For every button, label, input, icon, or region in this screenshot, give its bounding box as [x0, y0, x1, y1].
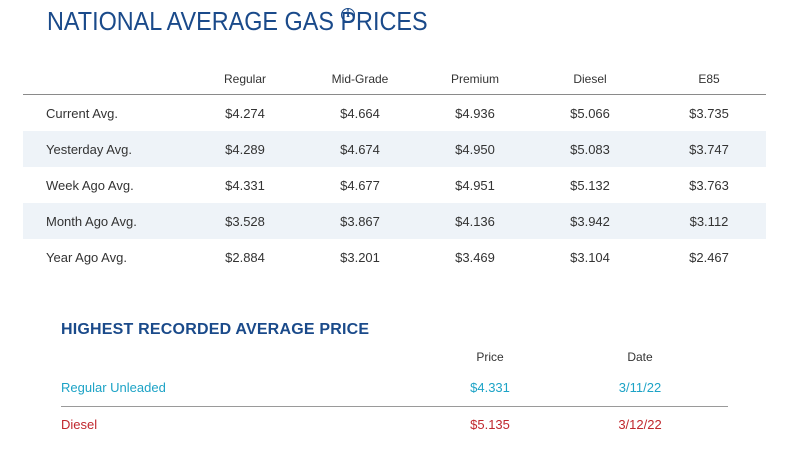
- column-header-diesel: Diesel: [573, 72, 607, 86]
- price-cell: $4.951: [455, 178, 495, 193]
- row-label: Current Avg.: [46, 106, 119, 121]
- price-cell: $3.104: [570, 250, 610, 265]
- record-section-title: HIGHEST RECORDED AVERAGE PRICE: [61, 321, 370, 338]
- price-cell: $3.528: [225, 214, 265, 229]
- row-label: Week Ago Avg.: [46, 178, 134, 193]
- record-label: Regular Unleaded: [61, 380, 166, 395]
- price-cell: $3.942: [570, 214, 610, 229]
- price-cell: $4.950: [455, 142, 495, 157]
- info-icon[interactable]: i: [341, 8, 355, 22]
- price-cell: $4.936: [455, 106, 495, 121]
- price-cell: $4.331: [225, 178, 265, 193]
- price-cell: $4.664: [340, 106, 380, 121]
- page-title: NATIONAL AVERAGE GAS PRICES: [47, 6, 428, 36]
- record-prices-table: Price Date Regular Unleaded $4.331 3/11/…: [61, 347, 728, 443]
- record-label: Diesel: [61, 417, 98, 432]
- price-cell: $4.274: [225, 106, 265, 121]
- price-cell: $3.867: [340, 214, 380, 229]
- price-cell: $4.289: [225, 142, 265, 157]
- record-row-regular: Regular Unleaded $4.331 3/11/22: [61, 370, 728, 407]
- record-date: 3/12/22: [618, 417, 662, 432]
- price-cell: $4.674: [340, 142, 380, 157]
- table-row-month-ago: Month Ago Avg. $3.528 $3.867 $4.136 $3.9…: [23, 203, 766, 239]
- price-cell: $3.735: [689, 106, 729, 121]
- column-header-premium: Premium: [450, 72, 500, 86]
- record-row-diesel: Diesel $5.135 3/12/22: [61, 407, 728, 443]
- price-cell: $3.469: [455, 250, 495, 265]
- row-label: Year Ago Avg.: [46, 250, 127, 265]
- price-cell: $3.763: [689, 178, 729, 193]
- column-header-mid-grade: Mid-Grade: [331, 72, 389, 86]
- record-price: $4.331: [470, 380, 510, 395]
- row-label: Month Ago Avg.: [46, 214, 137, 229]
- price-cell: $5.066: [570, 106, 610, 121]
- price-cell: $3.201: [340, 250, 380, 265]
- price-cell: $3.747: [689, 142, 729, 157]
- row-label: Yesterday Avg.: [46, 142, 133, 157]
- gas-prices-table: Regular Mid-Grade Premium Diesel E85 Cur…: [23, 66, 766, 275]
- price-cell: $4.136: [455, 214, 495, 229]
- table-row-week-ago: Week Ago Avg. $4.331 $4.677 $4.951 $5.13…: [23, 167, 766, 203]
- column-header-price: Price: [476, 350, 504, 364]
- price-cell: $3.112: [689, 214, 729, 229]
- table-header-row: Regular Mid-Grade Premium Diesel E85: [23, 66, 766, 95]
- record-header-row: Price Date: [61, 347, 728, 370]
- price-cell: $5.083: [570, 142, 610, 157]
- table-row-year-ago: Year Ago Avg. $2.884 $3.201 $3.469 $3.10…: [23, 239, 766, 275]
- table-row-yesterday: Yesterday Avg. $4.289 $4.674 $4.950 $5.0…: [23, 131, 766, 167]
- record-date: 3/11/22: [618, 380, 662, 395]
- price-cell: $4.677: [340, 178, 380, 193]
- column-header-date: Date: [627, 350, 653, 364]
- record-price: $5.135: [470, 417, 510, 432]
- price-cell: $5.132: [570, 178, 610, 193]
- price-cell: $2.884: [225, 250, 265, 265]
- column-header-e85: E85: [698, 72, 720, 86]
- price-cell: $2.467: [689, 250, 729, 265]
- table-row-current: Current Avg. $4.274 $4.664 $4.936 $5.066…: [23, 95, 766, 131]
- column-header-regular: Regular: [223, 72, 267, 86]
